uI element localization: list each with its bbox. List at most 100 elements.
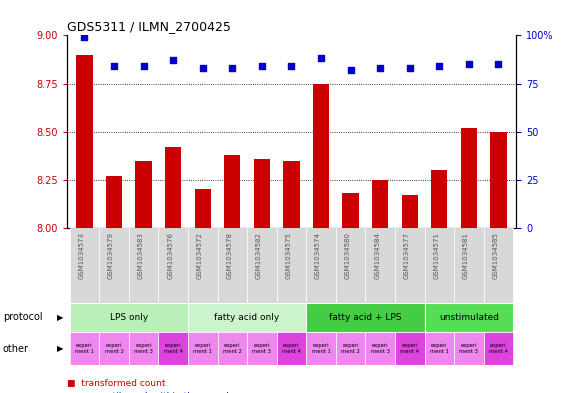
Text: experi
ment 3: experi ment 3: [134, 343, 153, 354]
Bar: [129, 332, 158, 365]
Bar: [401, 195, 418, 228]
Bar: [70, 332, 99, 365]
Point: [228, 65, 237, 71]
Point: [494, 61, 503, 67]
Bar: [313, 84, 329, 228]
Text: unstimulated: unstimulated: [439, 313, 499, 322]
Bar: [283, 161, 300, 228]
Text: LPS only: LPS only: [110, 313, 148, 322]
Text: experi
ment 4: experi ment 4: [489, 343, 508, 354]
Text: GSM1034578: GSM1034578: [226, 231, 233, 279]
Point: [405, 65, 414, 71]
Text: experi
ment 2: experi ment 2: [223, 343, 242, 354]
Text: other: other: [3, 344, 29, 354]
Text: experi
ment 2: experi ment 2: [341, 343, 360, 354]
Bar: [306, 228, 336, 303]
Text: ■  transformed count: ■ transformed count: [67, 379, 165, 387]
Text: experi
ment 3: experi ment 3: [459, 343, 478, 354]
Bar: [158, 228, 188, 303]
Text: GSM1034581: GSM1034581: [463, 231, 469, 279]
Bar: [277, 332, 306, 365]
Text: GSM1034572: GSM1034572: [197, 231, 203, 279]
Bar: [431, 170, 447, 228]
Point: [169, 57, 178, 64]
Text: GSM1034582: GSM1034582: [256, 231, 262, 279]
Bar: [425, 332, 454, 365]
Text: GSM1034574: GSM1034574: [315, 231, 321, 279]
Text: experi
ment 4: experi ment 4: [164, 343, 183, 354]
Bar: [218, 332, 247, 365]
Bar: [425, 303, 513, 332]
Text: fatty acid only: fatty acid only: [215, 313, 280, 322]
Point: [316, 55, 325, 62]
Bar: [484, 332, 513, 365]
Text: GSM1034571: GSM1034571: [433, 231, 439, 279]
Bar: [336, 332, 365, 365]
Bar: [395, 332, 425, 365]
Text: experi
ment 1: experi ment 1: [311, 343, 331, 354]
Text: GSM1034585: GSM1034585: [492, 231, 498, 279]
Text: GDS5311 / ILMN_2700425: GDS5311 / ILMN_2700425: [67, 20, 231, 33]
Bar: [395, 228, 425, 303]
Point: [139, 63, 148, 69]
Bar: [224, 155, 241, 228]
Bar: [195, 189, 211, 228]
Text: ▶: ▶: [57, 313, 64, 322]
Bar: [106, 176, 122, 228]
Bar: [158, 332, 188, 365]
Bar: [99, 228, 129, 303]
Bar: [342, 193, 358, 228]
Bar: [77, 55, 93, 228]
Bar: [454, 332, 484, 365]
Point: [287, 63, 296, 69]
Text: experi
ment 3: experi ment 3: [371, 343, 390, 354]
Bar: [336, 228, 365, 303]
Point: [80, 34, 89, 40]
Bar: [461, 128, 477, 228]
Text: GSM1034583: GSM1034583: [137, 231, 144, 279]
Bar: [306, 332, 336, 365]
Bar: [129, 228, 158, 303]
Bar: [247, 228, 277, 303]
Bar: [188, 303, 306, 332]
Bar: [247, 332, 277, 365]
Point: [198, 65, 208, 71]
Text: GSM1034576: GSM1034576: [167, 231, 173, 279]
Bar: [99, 332, 129, 365]
Text: ▶: ▶: [57, 344, 64, 353]
Bar: [454, 228, 484, 303]
Point: [110, 63, 119, 69]
Bar: [365, 332, 395, 365]
Text: protocol: protocol: [3, 312, 42, 322]
Text: experi
ment 4: experi ment 4: [282, 343, 301, 354]
Text: experi
ment 1: experi ment 1: [430, 343, 449, 354]
Text: GSM1034580: GSM1034580: [345, 231, 350, 279]
Text: experi
ment 3: experi ment 3: [252, 343, 271, 354]
Text: fatty acid + LPS: fatty acid + LPS: [329, 313, 401, 322]
Bar: [425, 228, 454, 303]
Point: [464, 61, 473, 67]
Point: [258, 63, 267, 69]
Bar: [253, 159, 270, 228]
Bar: [70, 303, 188, 332]
Point: [375, 65, 385, 71]
Text: experi
ment 1: experi ment 1: [75, 343, 94, 354]
Text: experi
ment 4: experi ment 4: [400, 343, 419, 354]
Point: [434, 63, 444, 69]
Point: [346, 67, 355, 73]
Text: GSM1034579: GSM1034579: [108, 231, 114, 279]
Text: experi
ment 1: experi ment 1: [193, 343, 212, 354]
Bar: [136, 161, 152, 228]
Bar: [218, 228, 247, 303]
Text: experi
ment 2: experi ment 2: [104, 343, 124, 354]
Bar: [188, 228, 218, 303]
Bar: [365, 228, 395, 303]
Bar: [484, 228, 513, 303]
Bar: [490, 132, 506, 228]
Bar: [277, 228, 306, 303]
Text: GSM1034577: GSM1034577: [404, 231, 409, 279]
Bar: [165, 147, 182, 228]
Bar: [188, 332, 218, 365]
Bar: [70, 228, 99, 303]
Text: GSM1034573: GSM1034573: [78, 231, 85, 279]
